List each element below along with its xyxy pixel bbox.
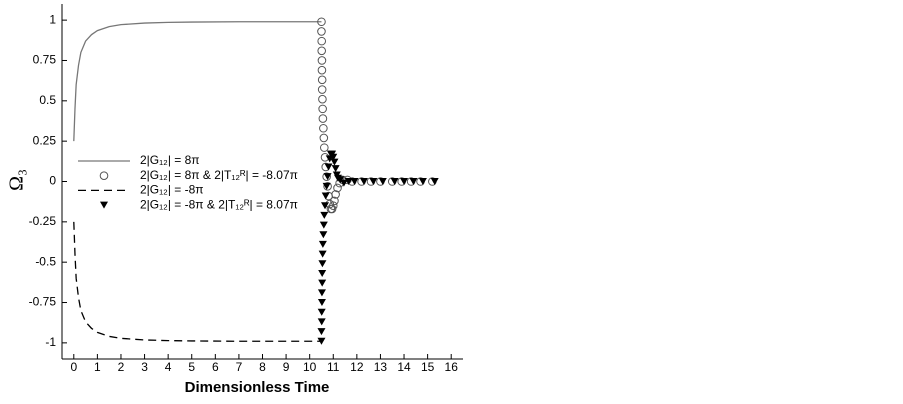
y-tick-label: -0.25 xyxy=(29,214,57,228)
point xyxy=(330,196,339,206)
point xyxy=(317,56,327,65)
point xyxy=(317,299,326,307)
x-tick-label: 16 xyxy=(445,360,459,374)
y-tick-label: 0.25 xyxy=(33,133,57,147)
y-axis-label: Ω₃ xyxy=(6,169,28,191)
point xyxy=(317,36,327,46)
legend-label: 2|G₁₂| = -8π xyxy=(140,183,204,197)
point xyxy=(317,65,327,75)
x-axis-label: Dimensionless Time xyxy=(185,379,330,396)
x-tick-label: 4 xyxy=(165,360,172,374)
x-tick-label: 1 xyxy=(94,360,101,374)
x-tick-label: 8 xyxy=(259,360,266,374)
point xyxy=(317,85,327,94)
point xyxy=(317,17,326,27)
point xyxy=(319,123,328,133)
x-tick-label: 12 xyxy=(350,360,364,374)
series-line xyxy=(73,21,322,142)
point xyxy=(321,192,330,200)
point xyxy=(317,289,326,297)
series-line xyxy=(73,221,322,342)
point xyxy=(317,328,326,336)
point xyxy=(390,178,399,185)
point xyxy=(317,308,326,316)
point xyxy=(321,202,330,210)
x-tick-label: 3 xyxy=(141,360,148,374)
legend-label: 2|G₁₂| = 8π & 2|T₁₂ᴿ| = -8.07π xyxy=(140,168,298,182)
x-tick-label: 10 xyxy=(303,360,317,374)
x-tick-label: 9 xyxy=(283,360,290,374)
point xyxy=(318,279,327,287)
y-tick-label: -0.5 xyxy=(35,254,56,268)
point xyxy=(359,178,368,185)
y-tick-label: -0.75 xyxy=(29,295,57,309)
point xyxy=(324,163,333,171)
point xyxy=(331,165,340,173)
legend-swatch xyxy=(99,171,109,180)
point xyxy=(317,46,327,56)
point xyxy=(333,183,342,193)
legend-label: 2|G₁₂| = -8π & 2|T₁₂ᴿ| = 8.07π xyxy=(140,197,298,211)
point xyxy=(317,75,327,85)
point xyxy=(369,178,378,185)
y-tick-label: 1 xyxy=(49,12,56,26)
x-tick-label: 5 xyxy=(188,360,195,374)
x-tick-label: 6 xyxy=(212,360,219,374)
legend-label: 2|G₁₂| = 8π xyxy=(140,153,200,167)
point xyxy=(430,178,439,185)
point xyxy=(317,27,326,36)
point xyxy=(320,211,329,219)
x-tick-label: 7 xyxy=(236,360,243,374)
legend-swatch xyxy=(100,201,108,209)
point xyxy=(318,269,327,277)
point xyxy=(317,318,326,326)
point xyxy=(329,153,338,161)
x-tick-label: 15 xyxy=(421,360,435,374)
point xyxy=(318,114,328,123)
point xyxy=(319,231,328,239)
x-tick-label: 0 xyxy=(70,360,77,374)
point xyxy=(323,182,332,191)
point xyxy=(318,240,327,248)
point xyxy=(330,158,339,166)
point xyxy=(318,250,327,258)
point xyxy=(318,104,327,114)
point xyxy=(318,260,327,268)
y-tick-label: -1 xyxy=(45,335,56,349)
x-tick-label: 13 xyxy=(374,360,388,374)
y-tick-label: 0 xyxy=(49,174,56,188)
x-tick-label: 11 xyxy=(327,360,340,374)
point xyxy=(378,178,387,185)
point xyxy=(339,179,348,187)
point xyxy=(319,221,328,229)
point xyxy=(322,182,331,190)
y-tick-label: 0.75 xyxy=(33,53,57,67)
point xyxy=(318,94,327,104)
point xyxy=(322,172,331,181)
point xyxy=(319,133,329,143)
x-tick-label: 2 xyxy=(118,360,125,374)
point xyxy=(320,143,329,152)
point xyxy=(317,337,326,345)
x-tick-label: 14 xyxy=(397,360,411,374)
point xyxy=(400,178,409,185)
point xyxy=(409,178,418,185)
point xyxy=(328,201,338,211)
point xyxy=(323,173,332,181)
point xyxy=(331,190,340,199)
y-tick-label: 0.5 xyxy=(39,93,56,107)
point xyxy=(344,178,353,185)
point xyxy=(418,178,427,185)
point xyxy=(350,178,359,185)
